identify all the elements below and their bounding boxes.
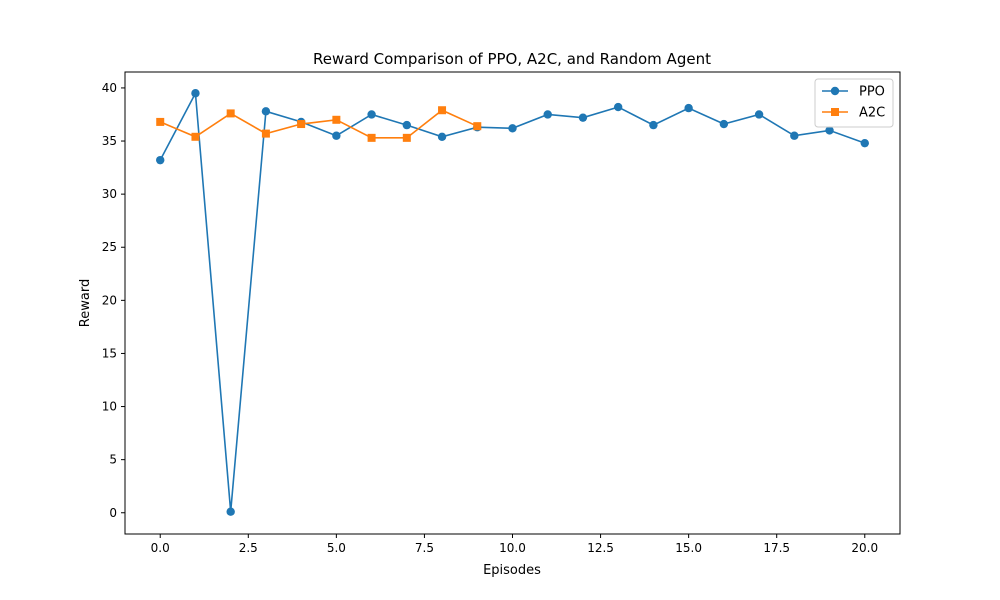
x-tick-label: 2.5 [239,541,258,555]
y-tick-label: 35 [102,134,117,148]
series-line-ppo [159,90,866,512]
y-tick-label: 5 [109,453,117,467]
legend-marker-a2c [831,108,839,116]
x-tick-label: 7.5 [415,541,434,555]
legend-label-ppo: PPO [859,85,885,100]
data-point-ppo [860,138,869,148]
x-tick-label: 0.0 [151,541,170,555]
data-point-ppo [226,507,235,516]
data-point-ppo [191,89,200,98]
data-point-ppo [790,131,799,140]
data-point-a2c [191,132,200,141]
y-tick-label: 0 [109,506,117,520]
data-point-ppo [719,119,729,129]
data-point-a2c [226,109,235,118]
series-layer [156,89,869,516]
data-point-ppo [332,131,341,140]
data-point-ppo [543,110,552,119]
data-point-ppo [402,120,412,130]
data-point-ppo [684,103,693,113]
x-tick-label: 15.0 [675,541,702,555]
y-tick-label: 15 [102,346,117,360]
y-tick-label: 20 [102,293,117,307]
legend-label-a2c: A2C [859,106,885,121]
data-point-ppo [156,155,165,165]
data-point-a2c [367,133,376,142]
x-tick-label: 20.0 [851,541,878,555]
data-point-ppo [367,110,376,119]
data-point-a2c [156,117,165,126]
data-point-a2c [297,120,306,129]
data-point-a2c [402,133,411,142]
x-tick-label: 17.5 [763,541,790,555]
data-point-ppo [825,126,834,135]
data-point-a2c [438,106,447,115]
data-point-a2c [332,115,341,124]
legend-marker-ppo [830,86,840,96]
y-axis: 0 5 10 15 20 25 30 35 40 [102,81,125,520]
y-tick-label: 40 [102,81,117,95]
series-line-a2c [159,109,478,139]
x-axis: 0.0 2.5 5.0 7.5 10.0 12.5 15.0 17.5 20.0 [151,534,878,555]
data-point-ppo [508,124,517,133]
y-axis-label: Reward [78,279,93,327]
legend: PPO A2C [814,78,894,128]
data-point-a2c [261,129,270,138]
y-tick-label: 30 [102,187,117,201]
data-point-ppo [437,132,447,141]
data-point-ppo [578,113,588,122]
data-point-ppo [649,120,658,130]
x-tick-label: 5.0 [327,541,346,555]
y-tick-label: 10 [102,400,117,414]
x-tick-label: 12.5 [587,541,614,555]
y-tick-label: 25 [102,240,117,254]
data-point-ppo [613,102,623,112]
data-point-ppo [754,110,764,119]
x-tick-label: 10.0 [499,541,526,555]
chart-title: Reward Comparison of PPO, A2C, and Rando… [313,50,711,68]
x-axis-label: Episodes [483,563,541,578]
plot-frame [124,71,901,535]
data-point-a2c [473,122,482,131]
data-point-ppo [261,107,271,116]
